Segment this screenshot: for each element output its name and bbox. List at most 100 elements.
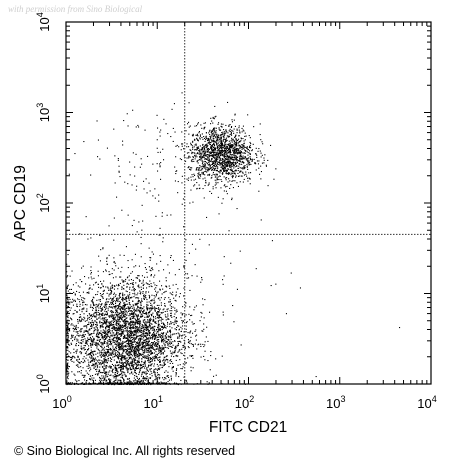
data-point: [96, 324, 98, 326]
data-point: [148, 320, 150, 322]
data-point: [101, 324, 103, 326]
data-point: [66, 263, 68, 265]
data-point: [89, 353, 91, 355]
data-point: [183, 287, 185, 289]
data-point: [116, 361, 118, 363]
data-point: [79, 286, 81, 288]
data-point: [122, 367, 124, 369]
data-point: [166, 325, 168, 327]
data-point: [119, 321, 121, 323]
data-point: [81, 335, 83, 337]
data-point: [96, 331, 98, 333]
data-point: [179, 383, 181, 385]
data-point: [137, 349, 139, 351]
data-point: [181, 353, 183, 355]
data-point: [132, 327, 134, 329]
data-point: [100, 364, 102, 366]
data-point: [128, 322, 130, 324]
data-point: [115, 367, 117, 369]
data-point: [142, 352, 144, 354]
data-point: [99, 327, 101, 329]
data-point: [179, 359, 181, 361]
data-point: [90, 266, 92, 268]
data-point: [152, 356, 154, 358]
data-point: [177, 341, 179, 343]
data-point: [118, 347, 120, 349]
data-point: [158, 304, 160, 306]
data-point: [126, 343, 128, 345]
data-point: [163, 332, 165, 334]
data-point: [155, 322, 157, 324]
data-point: [119, 282, 121, 284]
data-point: [158, 345, 160, 347]
data-point: [170, 377, 172, 379]
data-point: [146, 276, 148, 278]
data-point: [97, 275, 99, 277]
data-point: [115, 365, 117, 367]
data-point: [111, 351, 113, 353]
data-point: [90, 349, 92, 351]
data-point: [141, 353, 143, 355]
data-point: [133, 266, 135, 268]
data-point: [97, 365, 99, 367]
data-point: [150, 327, 152, 329]
data-point: [115, 366, 117, 368]
data-point: [130, 361, 132, 363]
data-point: [102, 362, 104, 364]
data-point: [117, 321, 119, 323]
data-point: [108, 298, 110, 300]
data-point: [99, 352, 101, 354]
data-point: [201, 279, 203, 281]
data-point: [178, 329, 180, 331]
data-point: [238, 165, 240, 167]
data-point: [118, 295, 120, 297]
data-point: [145, 312, 147, 314]
data-point: [157, 315, 159, 317]
data-point: [204, 167, 206, 169]
data-point: [116, 343, 118, 345]
data-point: [137, 327, 139, 329]
data-point: [85, 381, 87, 383]
data-point: [183, 148, 185, 150]
data-point: [72, 336, 74, 338]
data-point: [127, 333, 129, 335]
data-point: [108, 225, 110, 227]
data-point: [165, 319, 167, 321]
data-point: [153, 276, 155, 278]
data-point: [142, 308, 144, 310]
data-point: [131, 332, 133, 334]
data-point: [158, 350, 160, 352]
data-point: [218, 139, 220, 141]
data-point: [130, 343, 132, 345]
data-point: [149, 321, 151, 323]
data-point: [213, 167, 215, 169]
data-point: [95, 315, 97, 317]
data-point: [192, 355, 194, 357]
data-point: [119, 367, 121, 369]
data-point: [210, 147, 212, 149]
data-point: [112, 315, 114, 317]
data-point: [169, 329, 171, 331]
data-point: [226, 166, 228, 168]
data-point: [122, 362, 124, 364]
data-point: [81, 318, 83, 320]
data-point: [115, 297, 117, 299]
data-point: [131, 336, 133, 338]
data-point: [229, 180, 231, 182]
data-point: [66, 349, 68, 351]
data-point: [197, 344, 199, 346]
data-point: [220, 129, 222, 131]
data-point: [238, 138, 240, 140]
data-point: [130, 339, 132, 341]
data-point: [140, 316, 142, 318]
data-point: [146, 377, 148, 379]
data-point: [206, 163, 208, 165]
data-point: [87, 317, 89, 319]
data-point: [157, 333, 159, 335]
data-point: [97, 270, 99, 272]
data-point: [245, 135, 247, 137]
data-point: [81, 374, 83, 376]
data-point: [104, 304, 106, 306]
data-point: [177, 336, 179, 338]
data-point: [113, 356, 115, 358]
